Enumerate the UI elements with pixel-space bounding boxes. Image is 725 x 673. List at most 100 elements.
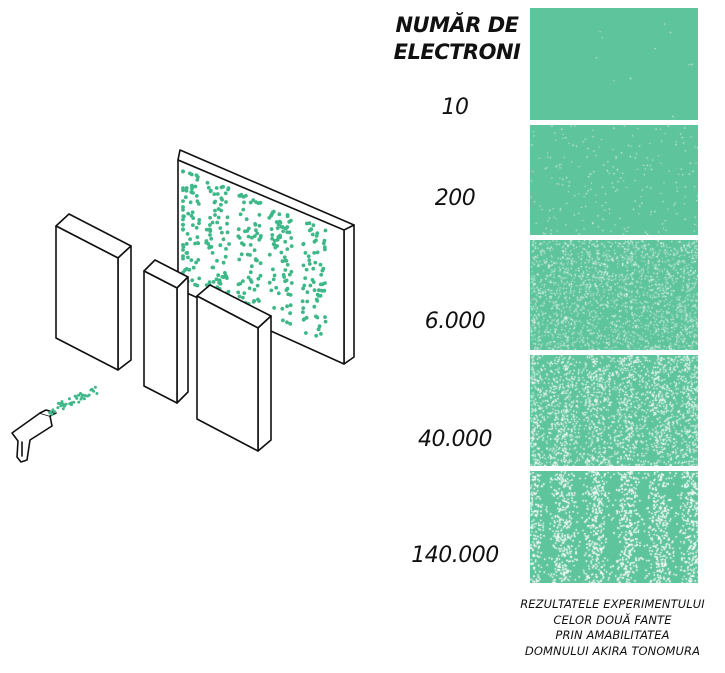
screen-hit-dot (311, 223, 316, 228)
screen-hit-dot (308, 283, 313, 288)
screen-hit-dot (311, 266, 316, 271)
screen-hit-dot (252, 287, 257, 292)
beam-electron-dot (49, 410, 53, 414)
beam-electron-dot (82, 397, 86, 401)
beam-electron-dot (77, 400, 81, 404)
screen-hit-dot (314, 297, 319, 302)
screen-hit-dot (224, 275, 229, 279)
screen-hit-dot (252, 299, 257, 303)
screen-hit-dot (181, 169, 185, 174)
screen-hit-dot (307, 262, 312, 266)
screen-hit-dot (208, 215, 213, 220)
screen-hit-dot (204, 240, 209, 245)
screen-hit-dot (197, 276, 202, 281)
screen-hit-dot (188, 237, 193, 242)
screen-hit-dot (194, 173, 199, 178)
screen-hit-dot (250, 235, 254, 240)
screen-hit-dot (285, 304, 289, 309)
screen-hit-dot (301, 286, 305, 291)
screen-hit-dot (212, 192, 217, 197)
screen-hit-dot (258, 261, 263, 266)
screen-hit-dot (195, 199, 200, 204)
screen-hit-dot (181, 186, 185, 191)
screen-hit-dot (215, 220, 220, 225)
screen-hit-dot (271, 267, 275, 272)
electron-count-header: NUMĂR DE ELECTRONI (382, 12, 532, 66)
screen-hit-dot (269, 288, 274, 293)
screen-hit-dot (305, 299, 310, 304)
screen-hit-dot (249, 264, 254, 269)
screen-hit-dot (223, 191, 228, 196)
screen-hit-dot (220, 230, 224, 235)
screen-hit-dot (319, 272, 324, 277)
screen-hit-dot (206, 185, 211, 190)
beam-electron-dot (80, 395, 84, 399)
screen-hit-dot (323, 315, 327, 319)
screen-hit-dot (279, 250, 284, 255)
beam-electron-dot (53, 410, 57, 414)
caption-line-1: REZULTATELE EXPERIMENTULUI (520, 597, 705, 611)
screen-hit-dot (275, 226, 280, 231)
screen-hit-dot (191, 223, 195, 228)
screen-hit-dot (287, 220, 292, 224)
middle-barrier-plate (143, 259, 189, 404)
header-line-2: ELECTRONI (393, 40, 521, 64)
screen-hit-dot (183, 195, 188, 200)
screen-hit-dot (283, 268, 288, 272)
screen-hit-dot (217, 279, 222, 284)
screen-hit-dot (302, 283, 307, 288)
screen-hit-dot (322, 238, 327, 243)
screen-hit-dot (213, 199, 218, 204)
count-label-140000: 140.000 (411, 543, 499, 568)
screen-hit-dot (272, 238, 277, 243)
screen-hit-dot (244, 217, 249, 222)
screen-hit-dot (302, 317, 307, 321)
screen-hit-dot (238, 212, 243, 217)
screen-hit-dot (307, 258, 312, 263)
screen-hit-dot (184, 186, 189, 190)
screen-hit-dot (221, 260, 226, 265)
screen-hit-dot (209, 236, 214, 241)
screen-hit-dot (323, 247, 327, 252)
screen-hit-dot (224, 200, 228, 204)
screen-hit-dot (253, 222, 257, 226)
screen-hit-dot (194, 225, 199, 230)
screen-hit-dot (300, 299, 305, 304)
screen-hit-dot (241, 295, 245, 300)
screen-hit-dot (281, 229, 285, 234)
screen-hit-dot (219, 185, 224, 190)
screen-hit-dot (288, 311, 292, 316)
screen-hit-dot (301, 241, 306, 246)
screen-hit-dot (248, 200, 253, 205)
screen-hit-dot (211, 280, 216, 284)
screen-hit-dot (189, 190, 194, 195)
screen-hit-dot (275, 244, 279, 248)
screen-hit-dot (278, 233, 282, 238)
beam-electron-dot (61, 407, 65, 411)
screen-hit-dot (213, 208, 217, 213)
screen-hit-dot (240, 241, 244, 246)
beam-electron-dot (64, 402, 68, 406)
screen-hit-dot (323, 228, 328, 233)
screen-hit-dot (216, 215, 221, 220)
screen-hit-dot (252, 248, 257, 253)
screen-hit-dot (256, 297, 260, 302)
left-barrier-plate (55, 213, 132, 371)
screen-hit-dot (285, 213, 290, 217)
screen-hit-dot (272, 273, 277, 278)
result-strip-6000 (530, 240, 698, 350)
beam-electron-dot (51, 408, 55, 412)
screen-hit-dot (181, 199, 185, 204)
screen-hit-dot (214, 186, 219, 190)
screen-hit-dot (193, 184, 198, 189)
screen-hit-dot (207, 280, 212, 284)
screen-hit-dot (225, 215, 230, 220)
screen-hit-dots (181, 169, 328, 338)
screen-hit-dot (247, 286, 252, 291)
header-line-1: NUMĂR DE (395, 13, 519, 37)
screen-hit-dot (251, 198, 256, 203)
screen-hit-dot (246, 234, 251, 239)
screen-hit-dot (189, 213, 194, 218)
screen-hit-dot (282, 255, 287, 260)
screen-hit-dot (312, 304, 317, 309)
